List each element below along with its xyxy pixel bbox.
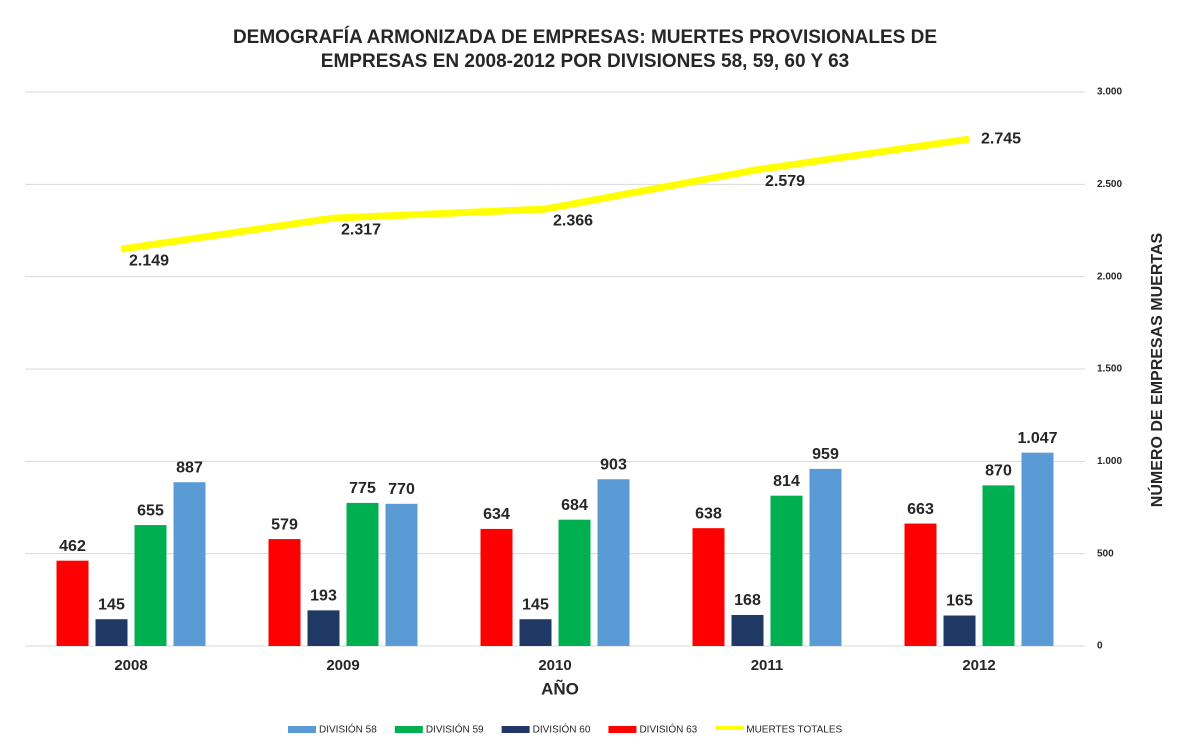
data-label: 638 (695, 505, 722, 522)
bar (134, 525, 167, 646)
data-label: 2.366 (553, 212, 593, 229)
legend-label: DIVISIÓN 59 (426, 723, 484, 736)
x-axis-title: AÑO (541, 678, 579, 698)
bar (982, 485, 1015, 646)
data-label: 165 (946, 593, 973, 610)
x-tick-label: 2012 (962, 657, 995, 674)
legend-swatch (501, 726, 530, 733)
data-label: 2.317 (341, 221, 381, 238)
data-label: 462 (59, 538, 86, 555)
data-label: 655 (137, 502, 164, 519)
y-tick-label: 2.000 (1097, 271, 1122, 282)
bar (480, 528, 513, 646)
y-tick-label: 0 (1097, 641, 1103, 652)
line (120, 135, 970, 253)
data-label: 775 (349, 480, 376, 497)
bar (1021, 452, 1054, 646)
bar (56, 560, 89, 646)
data-label: 870 (985, 463, 1012, 480)
y-tick-label: 3.000 (1097, 87, 1122, 98)
data-label: 2.745 (981, 130, 1021, 147)
data-label: 887 (176, 459, 203, 476)
legend-label: DIVISIÓN 63 (639, 723, 697, 736)
data-label: 193 (310, 588, 337, 605)
x-tick-label: 2011 (751, 657, 784, 674)
legend-swatch (288, 726, 316, 733)
legend-swatch (394, 726, 423, 733)
bar (519, 619, 552, 646)
bar (943, 615, 976, 646)
x-tick-label: 2008 (114, 657, 147, 674)
legend-label: MUERTES TOTALES (746, 725, 842, 736)
bar (770, 495, 803, 646)
data-label: 2.579 (765, 173, 805, 190)
y-tick-label: 1.500 (1097, 364, 1122, 375)
y-axis-title: NÚMERO DE EMPRESAS MUERTAS (1147, 232, 1166, 507)
bar (597, 479, 630, 646)
chart-title: DEMOGRAFÍA ARMONIZADA DE EMPRESAS: MUERT… (233, 26, 937, 48)
legend-swatch (608, 726, 637, 733)
bar (809, 468, 842, 646)
legend-label: DIVISIÓN 60 (533, 723, 591, 736)
data-label: 663 (907, 501, 934, 518)
data-label: 579 (271, 516, 298, 533)
bar (95, 619, 128, 646)
data-label: 903 (600, 456, 627, 473)
legend-label: DIVISIÓN 58 (319, 723, 377, 736)
data-label: 2.149 (129, 252, 169, 269)
bar (904, 523, 937, 646)
y-tick-label: 500 (1097, 548, 1114, 559)
y-tick-label: 1.000 (1097, 456, 1122, 467)
bar (307, 610, 340, 646)
data-label: 684 (561, 497, 588, 514)
chart-subtitle: EMPRESAS EN 2008-2012 POR DIVISIONES 58,… (321, 51, 849, 72)
bar (385, 503, 418, 646)
bar (346, 502, 379, 646)
bar (731, 614, 764, 646)
data-label: 145 (522, 596, 549, 613)
data-label: 814 (773, 473, 800, 490)
x-tick-label: 2009 (326, 657, 359, 674)
y-tick-label: 2.500 (1097, 179, 1122, 190)
bar (173, 482, 206, 646)
data-label: 770 (388, 481, 415, 498)
data-label: 634 (483, 506, 510, 523)
data-label: 145 (98, 596, 125, 613)
data-label: 1.047 (1017, 430, 1057, 447)
data-label: 168 (734, 592, 761, 609)
legend-swatch (715, 726, 744, 730)
bar (692, 528, 725, 646)
bar (558, 519, 591, 646)
bar (268, 539, 301, 646)
x-tick-label: 2010 (538, 657, 571, 674)
data-label: 959 (812, 446, 839, 463)
